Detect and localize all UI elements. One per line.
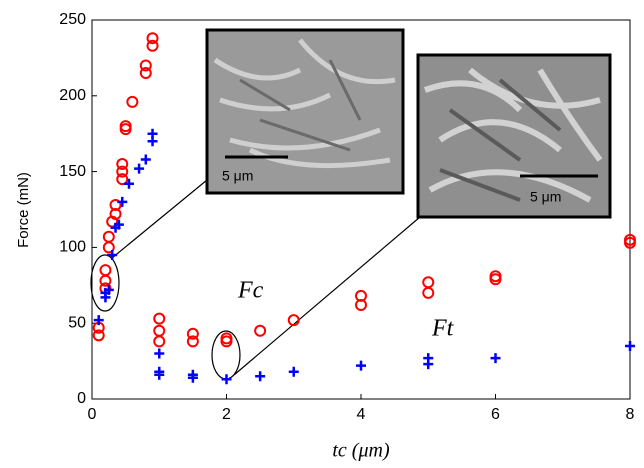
inset-image xyxy=(418,55,610,217)
point xyxy=(100,265,110,275)
x-tick-label: 2 xyxy=(222,406,231,423)
point xyxy=(423,359,433,369)
series-label: Fc xyxy=(237,278,264,304)
x-tick-label: 0 xyxy=(88,406,97,423)
y-tick-label: 250 xyxy=(59,11,86,28)
point xyxy=(255,326,265,336)
y-tick-label: 50 xyxy=(68,314,86,331)
point xyxy=(148,129,158,139)
y-tick-label: 150 xyxy=(59,163,86,180)
y-tick-label: 200 xyxy=(59,87,86,104)
point xyxy=(154,326,164,336)
point xyxy=(423,277,433,287)
point xyxy=(423,288,433,298)
x-axis-label: tc (μm) xyxy=(332,440,390,462)
x-tick-label: 8 xyxy=(626,406,635,423)
scale-label: 5 μm xyxy=(530,189,561,205)
y-tick-label: 100 xyxy=(59,239,86,256)
scale-label: 5 μm xyxy=(222,168,253,184)
point xyxy=(356,361,366,371)
point xyxy=(154,336,164,346)
chart: Force (mN) tc (μm) 5 μm 5 μm 05010015020… xyxy=(0,0,644,468)
point xyxy=(491,353,501,363)
point xyxy=(127,97,137,107)
point xyxy=(625,341,635,351)
point xyxy=(134,164,144,174)
x-tick-label: 4 xyxy=(357,406,366,423)
point xyxy=(117,197,127,207)
y-tick-label: 0 xyxy=(77,390,86,407)
point xyxy=(104,232,114,242)
point xyxy=(141,154,151,164)
x-tick-label: 6 xyxy=(491,406,500,423)
point xyxy=(124,179,134,189)
y-axis-label: Force (mN) xyxy=(15,172,32,248)
point xyxy=(289,367,299,377)
series-label: Ft xyxy=(431,316,455,342)
point xyxy=(255,371,265,381)
point xyxy=(222,374,232,384)
point xyxy=(154,314,164,324)
point xyxy=(154,349,164,359)
